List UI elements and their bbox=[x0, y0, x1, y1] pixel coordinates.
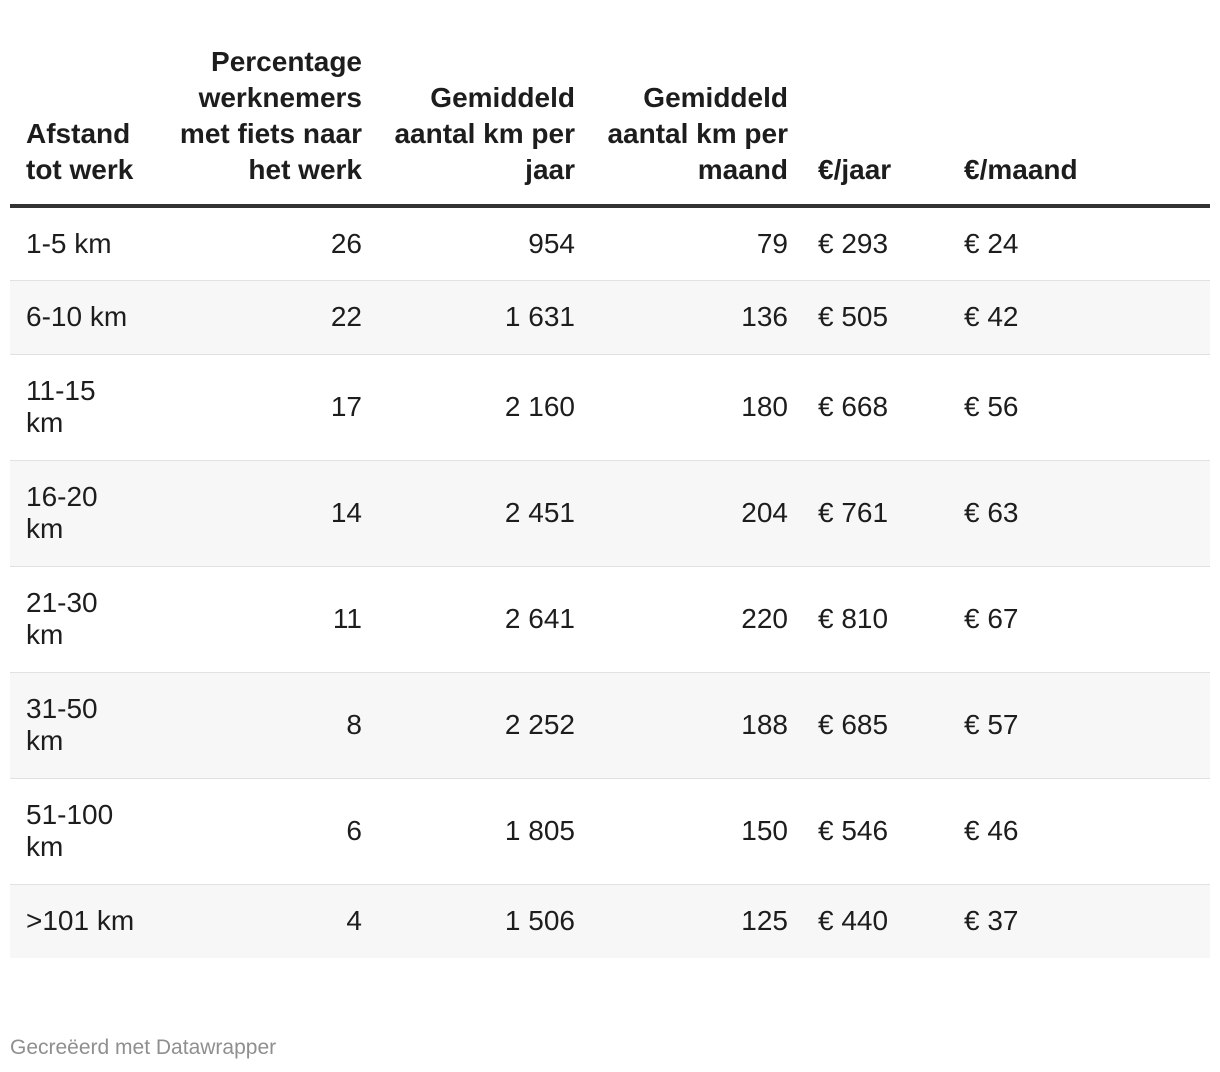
table-cell bbox=[1148, 460, 1210, 567]
table-cell: € 37 bbox=[964, 905, 1019, 937]
table-body: 1-5 km 26 954 79 € 293 € 24 6-10 km 22 1 631 136 €… bbox=[10, 206, 1210, 958]
column-header-5: €/maand bbox=[948, 0, 1148, 208]
table-cell: 220 bbox=[589, 566, 802, 673]
table-row: 1-5 km 26 954 79 € 293 € 24 bbox=[10, 206, 1210, 281]
table-cell: 125 bbox=[741, 905, 788, 937]
table-row: 21-30 km 11 2 641 220 € 810 € 67 bbox=[10, 566, 1210, 673]
table-cell: € 440 bbox=[818, 905, 889, 937]
table-cell: € 546 bbox=[802, 778, 948, 885]
table-row: >101 km 4 1 506 125 € 440 € 37 bbox=[10, 884, 1210, 958]
table-cell: 1 631 bbox=[376, 280, 589, 355]
table-cell: 188 bbox=[589, 672, 802, 779]
table-cell: 1 805 bbox=[376, 778, 589, 885]
column-header-3: Gemiddeld aantal km per maand bbox=[589, 0, 802, 208]
table-cell: € 685 bbox=[802, 672, 948, 779]
table-cell: 79 bbox=[589, 206, 802, 281]
table-cell: € 668 bbox=[802, 354, 948, 461]
table-row: 6-10 km 22 1 631 136 € 505 € 42 bbox=[10, 280, 1210, 355]
table-cell bbox=[1148, 206, 1210, 281]
table-row: 11-15 km 17 2 160 180 € 668 € 56 bbox=[10, 354, 1210, 461]
table-cell: 14 bbox=[150, 460, 376, 567]
column-header-1: Percentage werknemers met fiets naar het… bbox=[150, 0, 376, 208]
table-cell: 4 bbox=[346, 905, 362, 937]
table-cell: 2 160 bbox=[376, 354, 589, 461]
table-cell: 8 bbox=[150, 672, 376, 779]
table-container: Afstand tot werk Percentage werknemers me… bbox=[10, 0, 1210, 1000]
credit-text: Gecreëerd met Datawrapper bbox=[10, 1036, 277, 1059]
table-row: 31-50 km 8 2 252 188 € 685 € 57 bbox=[10, 672, 1210, 779]
table-cell bbox=[1148, 884, 1210, 958]
table-cell: 51-100 km bbox=[10, 778, 150, 885]
table-cell: € 46 bbox=[948, 778, 1148, 885]
table-cell: € 293 bbox=[802, 206, 948, 281]
data-table: Afstand tot werk Percentage werknemers me… bbox=[10, 0, 1210, 958]
table-cell: € 761 bbox=[802, 460, 948, 567]
table-cell: € 57 bbox=[948, 672, 1148, 779]
table-cell: 21-30 km bbox=[10, 566, 150, 673]
table-cell: 11-15 km bbox=[10, 354, 150, 461]
table-cell: 2 252 bbox=[376, 672, 589, 779]
table-cell: 6 bbox=[150, 778, 376, 885]
table-cell: 180 bbox=[589, 354, 802, 461]
column-header-6: fi bbox=[1148, 0, 1210, 208]
table-cell: € 63 bbox=[948, 460, 1148, 567]
table-cell: 22 bbox=[150, 280, 376, 355]
table-cell: 204 bbox=[589, 460, 802, 567]
table-cell: 1-5 km bbox=[10, 206, 150, 281]
table-cell: € 810 bbox=[802, 566, 948, 673]
table-cell: 17 bbox=[150, 354, 376, 461]
table-cell: € 56 bbox=[948, 354, 1148, 461]
table-cell: 26 bbox=[150, 206, 376, 281]
column-header-4: €/jaar bbox=[802, 0, 948, 208]
table-row: 16-20 km 14 2 451 204 € 761 € 63 bbox=[10, 460, 1210, 567]
header-row: Afstand tot werk Percentage werknemers me… bbox=[10, 0, 1210, 208]
table-cell: 1 506 bbox=[504, 905, 575, 937]
table-cell bbox=[1148, 778, 1210, 885]
table-cell: € 67 bbox=[948, 566, 1148, 673]
table-cell: 2 451 bbox=[376, 460, 589, 567]
table-cell: € 24 bbox=[948, 206, 1148, 281]
table-cell bbox=[1148, 354, 1210, 461]
table-cell bbox=[1148, 280, 1210, 355]
column-header-2: Gemiddeld aantal km per jaar bbox=[376, 0, 589, 208]
column-header-0: Afstand tot werk bbox=[10, 0, 150, 208]
table-cell: 16-20 km bbox=[10, 460, 150, 567]
table-header: Afstand tot werk Percentage werknemers me… bbox=[10, 0, 1210, 208]
table-cell: € 505 bbox=[802, 280, 948, 355]
table-cell: 150 bbox=[589, 778, 802, 885]
table-cell: 31-50 km bbox=[10, 672, 150, 779]
table-cell: 11 bbox=[150, 566, 376, 673]
table-cell: >101 km bbox=[26, 905, 135, 937]
table-cell: € 42 bbox=[948, 280, 1148, 355]
table-cell: 954 bbox=[376, 206, 589, 281]
table-cell: 6-10 km bbox=[10, 280, 150, 355]
table-cell bbox=[1148, 566, 1210, 673]
table-cell: 2 641 bbox=[376, 566, 589, 673]
table-row: 51-100 km 6 1 805 150 € 546 € 46 bbox=[10, 778, 1210, 885]
table-cell bbox=[1148, 672, 1210, 779]
table-cell: 136 bbox=[589, 280, 802, 355]
